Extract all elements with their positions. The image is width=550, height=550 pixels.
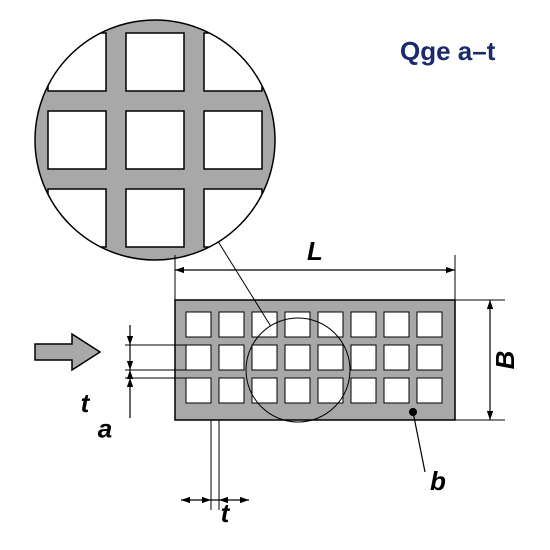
label-L: L — [307, 236, 323, 266]
magnifier-hole — [204, 33, 262, 91]
panel-hole — [219, 312, 244, 337]
panel-hole — [219, 345, 244, 370]
dim-arrowhead — [127, 370, 133, 379]
magnifier-hole — [204, 0, 262, 13]
magnifier-hole — [48, 111, 106, 169]
magnifier-hole — [126, 0, 184, 13]
panel-hole — [318, 378, 343, 403]
panel-hole — [417, 312, 442, 337]
label-t-vert: t — [81, 388, 91, 418]
dim-arrowhead — [240, 497, 249, 503]
magnifier-hole — [282, 111, 340, 169]
dim-arrowhead — [487, 300, 493, 309]
magnifier-hole — [0, 111, 28, 169]
magnifier-hole — [204, 111, 262, 169]
panel-hole — [252, 378, 277, 403]
magnifier-hole — [126, 33, 184, 91]
panel-plate — [175, 300, 455, 420]
magnifier-hole — [0, 189, 28, 247]
label-t-horiz: t — [221, 498, 231, 528]
dim-arrowhead — [487, 411, 493, 420]
panel-hole — [252, 345, 277, 370]
flow-arrow — [35, 334, 100, 370]
magnifier-hole — [0, 0, 28, 13]
panel-hole — [318, 312, 343, 337]
magnifier-hole — [0, 267, 28, 325]
dim-arrowhead — [175, 267, 184, 273]
panel-hole — [417, 378, 442, 403]
panel-hole — [351, 345, 376, 370]
dim-arrowhead — [202, 497, 211, 503]
magnifier-hole — [48, 0, 106, 13]
magnifier-hole — [204, 189, 262, 247]
label-a: a — [98, 414, 112, 444]
panel-hole — [318, 345, 343, 370]
dim-arrowhead — [127, 361, 133, 370]
magnifier-content — [0, 0, 340, 325]
magnifier-hole — [48, 189, 106, 247]
panel-hole — [186, 312, 211, 337]
magnifier-hole — [282, 0, 340, 13]
panel-hole — [351, 312, 376, 337]
dim-arrowhead — [446, 267, 455, 273]
magnifier-hole — [282, 33, 340, 91]
dim-arrowhead — [181, 497, 190, 503]
dim-arrowhead — [127, 336, 133, 345]
dim-arrowhead — [127, 378, 133, 387]
page-title: Qge a–t — [400, 36, 496, 66]
magnifier-hole — [126, 189, 184, 247]
panel-hole — [285, 378, 310, 403]
panel-hole — [384, 312, 409, 337]
panel-hole — [285, 345, 310, 370]
magnifier-hole — [48, 33, 106, 91]
panel-hole — [285, 312, 310, 337]
panel-hole — [384, 378, 409, 403]
panel-hole — [417, 345, 442, 370]
panel-hole — [186, 345, 211, 370]
magnifier-hole — [48, 267, 106, 325]
b-leader — [413, 412, 425, 472]
label-b: b — [430, 466, 446, 496]
panel-hole — [351, 378, 376, 403]
panel-hole — [384, 345, 409, 370]
magnifier-hole — [126, 111, 184, 169]
panel-hole — [219, 378, 244, 403]
label-B: B — [490, 351, 520, 370]
panel-hole — [186, 378, 211, 403]
magnifier-hole — [0, 33, 28, 91]
